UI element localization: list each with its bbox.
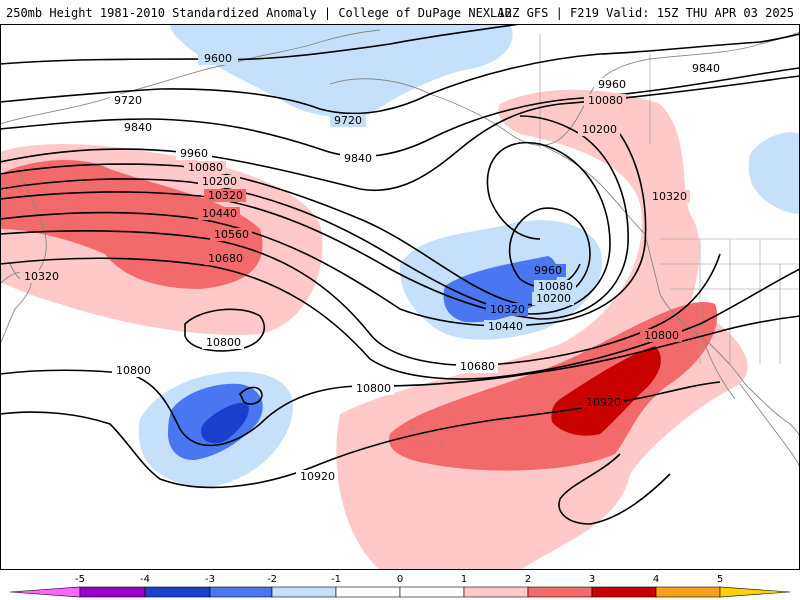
map-panel: 9600 9720 9720 9840 9840 9840 9960 9960 … <box>0 24 800 570</box>
colorbar-tick-neg4: -4 <box>140 574 150 585</box>
colorbar-tick-labels: -5 -4 -3 -2 -1 0 1 2 3 4 5 <box>75 574 723 585</box>
coastline-mexico <box>739 383 800 470</box>
colorbar-bins <box>9 586 791 598</box>
label-10200-b: 10200 <box>582 123 617 136</box>
colorbar-bin-neg3-neg2 <box>209 586 273 598</box>
label-10320-b: 10320 <box>24 270 59 283</box>
height-contours <box>0 24 800 525</box>
label-10920-a: 10920 <box>586 396 621 409</box>
label-9720-b: 9720 <box>334 114 362 127</box>
label-10800-c: 10800 <box>356 382 391 395</box>
map-title: 250mb Height 1981-2010 Standardized Anom… <box>6 6 512 20</box>
colorbar-tick-pos2: 2 <box>525 574 531 585</box>
colorbar-bin-neg4-neg3 <box>144 586 211 598</box>
colorbar-bin-neg1-0 <box>335 586 401 598</box>
colorbar-tick-pos3: 3 <box>589 574 595 585</box>
contour-small-loop <box>239 386 263 405</box>
label-10080-c: 10080 <box>538 280 573 293</box>
label-10800-b: 10800 <box>116 364 151 377</box>
colorbar-bin-0-pos1 <box>399 586 465 598</box>
label-10200-c: 10200 <box>536 292 571 305</box>
label-9960-c: 9960 <box>534 264 562 277</box>
negative-anomaly-peak <box>201 402 249 444</box>
label-9960-a: 9960 <box>180 147 208 160</box>
contour-10920-south <box>558 453 671 525</box>
contour-10800-closed <box>184 308 265 352</box>
label-10080-b: 10080 <box>588 94 623 107</box>
label-10800-d: 10800 <box>644 329 679 342</box>
colorbar-bin-neg2-neg1 <box>271 586 337 598</box>
label-10680-b: 10680 <box>460 360 495 373</box>
contour-labels: 9600 9720 9720 9840 9840 9840 9960 9960 … <box>20 52 724 483</box>
political-borders <box>539 34 800 364</box>
colorbar-tick-pos5: 5 <box>717 574 723 585</box>
contour-10800-main <box>0 315 800 447</box>
colorbar-tick-0: 0 <box>397 574 403 585</box>
coastline-siberia <box>0 29 381 125</box>
negative-anomaly-core-trough <box>443 256 558 323</box>
colorbar-bin-pos3-pos4 <box>591 586 657 598</box>
label-9840-b: 9840 <box>344 152 372 165</box>
colorbar-bin-neg5-neg4 <box>79 586 146 598</box>
colorbar-tick-neg1: -1 <box>331 574 341 585</box>
colorbar-bin-pos2-pos3 <box>527 586 593 598</box>
colorbar-bin-pos4-pos5 <box>655 586 721 598</box>
colorbar-tick-pos1: 1 <box>461 574 467 585</box>
contour-9720 <box>0 33 800 115</box>
contour-10200 <box>0 141 611 315</box>
label-10800-a: 10800 <box>206 336 241 349</box>
contour-9840 <box>0 67 800 158</box>
model-run-info: 12Z GFS | F219 Valid: 15Z THU APR 03 202… <box>497 6 794 20</box>
contour-10560 <box>0 229 721 367</box>
label-9960-b: 9960 <box>598 78 626 91</box>
colorbar: -5 -4 -3 -2 -1 0 1 2 3 4 5 <box>9 574 791 598</box>
colorbar-bin-pos1-pos2 <box>463 586 529 598</box>
coastline-baja <box>704 343 736 400</box>
colorbar-tick-pos4: 4 <box>653 574 659 585</box>
colorbar-tick-neg5: -5 <box>75 574 85 585</box>
label-10320-c: 10320 <box>490 303 525 316</box>
label-10440-a: 10440 <box>202 207 237 220</box>
negative-anomaly-area-north <box>170 24 513 118</box>
coastline-us-west <box>644 233 800 440</box>
contour-10920-main <box>0 381 721 489</box>
colorbar-tick-neg2: -2 <box>267 574 277 585</box>
positive-anomaly-core-east <box>389 302 718 471</box>
label-10320-a: 10320 <box>208 189 243 202</box>
label-10560-a: 10560 <box>214 228 249 241</box>
coastline-bc <box>539 143 646 235</box>
contour-10680 <box>0 257 800 380</box>
label-10080-a: 10080 <box>188 161 223 174</box>
label-9720-a: 9720 <box>114 94 142 107</box>
coastline-japan <box>0 271 32 345</box>
contour-9960 <box>0 75 800 192</box>
colorbar-arrow-low <box>9 586 81 598</box>
header-bar: 250mb Height 1981-2010 Standardized Anom… <box>0 0 800 24</box>
label-9840-a: 9840 <box>124 121 152 134</box>
label-9600-a: 9600 <box>204 52 232 65</box>
label-9840-c: 9840 <box>692 62 720 75</box>
negative-anomaly-area-east-edge <box>748 132 800 214</box>
label-10680-a: 10680 <box>208 252 243 265</box>
contour-9600 <box>0 24 521 65</box>
colorbar-tick-neg3: -3 <box>205 574 215 585</box>
label-10320-d: 10320 <box>652 190 687 203</box>
label-10440-b: 10440 <box>488 320 523 333</box>
positive-anomaly-core-west <box>0 159 263 289</box>
label-10920-b: 10920 <box>300 470 335 483</box>
colorbar-arrow-high <box>719 586 791 598</box>
contour-10440 <box>0 133 647 327</box>
positive-anomaly-peak <box>551 346 661 436</box>
label-10200-a: 10200 <box>202 175 237 188</box>
coastline-kamchatka <box>9 173 47 281</box>
